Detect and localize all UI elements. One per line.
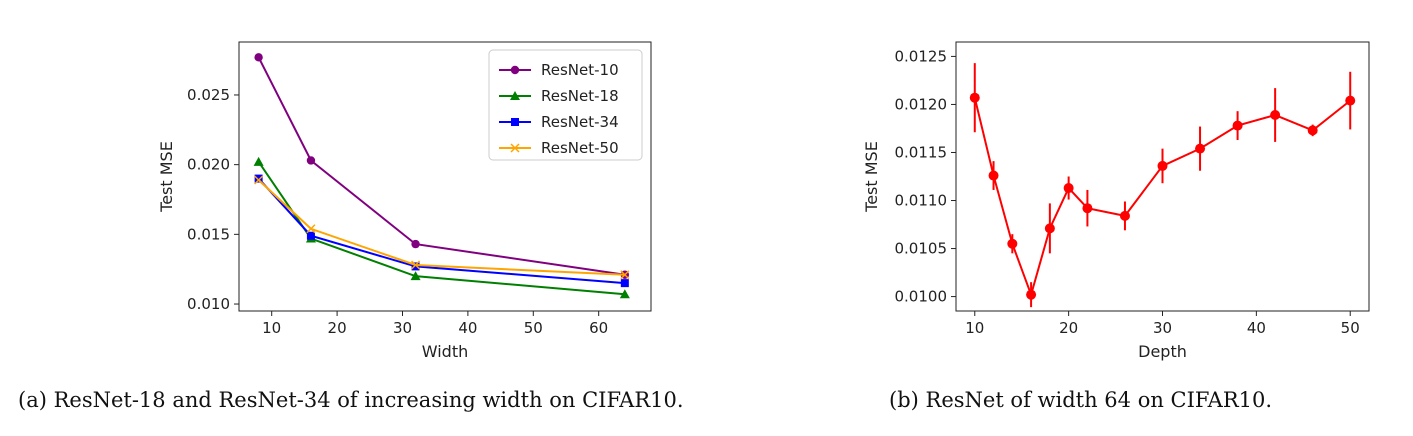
width-chart-legend-marker	[510, 143, 520, 153]
width-chart-x-tick-label: 40	[458, 319, 477, 337]
depth-chart-x-tick-label: 30	[1153, 319, 1172, 337]
depth-chart-data-point	[1270, 110, 1281, 121]
depth-chart-y-tick-label: 0.0105	[895, 240, 948, 258]
depth-chart-data-point	[988, 170, 999, 181]
width-chart-data-point	[253, 156, 264, 166]
depth-chart-y-tick-label: 0.0125	[895, 47, 948, 65]
caption-right: (b) ResNet of width 64 on CIFAR10.	[889, 388, 1273, 412]
width-chart-series-line-3	[257, 179, 625, 276]
depth-chart-data-point	[1044, 223, 1055, 234]
width-chart-data-point	[254, 174, 263, 183]
depth-chart-data-point	[1007, 238, 1018, 249]
depth-chart-x-tick-label: 10	[965, 319, 984, 337]
depth-chart-data-point	[1232, 120, 1243, 131]
width-chart-y-tick-label: 0.020	[187, 156, 230, 174]
width-chart-axes-frame	[238, 41, 652, 312]
width-chart-y-tick-label: 0.025	[187, 86, 230, 104]
depth-chart-data-point	[1345, 95, 1356, 106]
width-chart-legend-marker	[511, 118, 519, 126]
width-chart-legend-marker	[510, 91, 520, 100]
width-chart-legend-label: ResNet-18	[541, 87, 619, 105]
width-chart-series-line-1	[257, 161, 625, 296]
width-chart-x-tick-label: 50	[524, 319, 543, 337]
width-chart-legend-marker	[510, 65, 520, 75]
depth-chart-y-tick-label: 0.0115	[895, 143, 948, 161]
width-chart-data-point	[306, 224, 316, 234]
width-chart-legend: ResNet-10 ResNet-18 ResNet-34 ResNet-50	[488, 49, 643, 161]
width-chart-x-tick-label: 60	[589, 319, 608, 337]
width-chart-x-tick-label: 10	[262, 319, 281, 337]
width-chart-data-point	[411, 262, 420, 271]
width-chart-y-axis-title: Test MSE	[157, 141, 176, 213]
width-chart-legend-label: ResNet-10	[541, 61, 619, 79]
width-chart-legend-box	[488, 49, 643, 161]
depth-chart-x-tick-label: 20	[1059, 319, 1078, 337]
width-chart-data-point	[306, 156, 316, 165]
width-chart-y-tick-label: 0.015	[187, 225, 230, 243]
depth-chart-data-point	[1307, 125, 1318, 136]
depth-chart-x-axis-title: Depth	[1138, 342, 1187, 361]
depth-chart-data-point	[1119, 210, 1130, 221]
width-chart-data-point	[410, 271, 421, 281]
width-chart-data-point	[619, 289, 630, 299]
caption-left: (a) ResNet-18 and ResNet-34 of increasin…	[18, 388, 684, 412]
depth-chart-x-tick-label: 40	[1247, 319, 1266, 337]
depth-chart-x-tick-label: 50	[1341, 319, 1360, 337]
depth-chart: 10 20 30 40 50 0.0100 0.0105 0.0110 0.0115 0.0120…	[862, 41, 1370, 361]
width-chart-series-line-2	[257, 177, 625, 285]
width-chart-y-tick-label: 0.010	[187, 295, 230, 313]
width-chart: 10 20 30 40 50 60 0.010 0.015 0.020 0.025 Width Tes…	[157, 41, 652, 361]
width-chart-data-point	[254, 53, 263, 62]
width-chart-series-line-0	[257, 56, 625, 276]
depth-chart-data-point	[969, 92, 980, 103]
depth-chart-data-point	[1082, 203, 1093, 214]
depth-chart-y-tick-label: 0.0100	[895, 288, 948, 306]
width-chart-data-point	[411, 239, 420, 249]
width-chart-data-point	[620, 270, 630, 280]
depth-chart-data-point	[1157, 160, 1168, 171]
depth-chart-data-point	[1063, 183, 1074, 194]
depth-chart-data-point	[1195, 143, 1206, 154]
depth-chart-y-tick-label: 0.0110	[895, 192, 948, 210]
width-chart-data-point	[254, 175, 264, 185]
width-chart-legend-label: ResNet-50	[541, 139, 619, 157]
depth-chart-series-line-0	[973, 97, 1351, 298]
width-chart-data-point	[411, 260, 421, 270]
width-chart-data-point	[620, 279, 629, 288]
depth-chart-y-axis-title: Test MSE	[862, 141, 881, 213]
width-chart-x-tick-label: 30	[393, 319, 412, 337]
depth-chart-y-tick-label: 0.0120	[895, 95, 948, 113]
width-chart-x-tick-label: 20	[328, 319, 347, 337]
width-chart-data-point	[306, 231, 315, 240]
width-chart-legend-label: ResNet-34	[541, 113, 619, 131]
width-chart-x-axis-title: Width	[422, 342, 468, 361]
depth-chart-data-point	[1026, 289, 1037, 300]
